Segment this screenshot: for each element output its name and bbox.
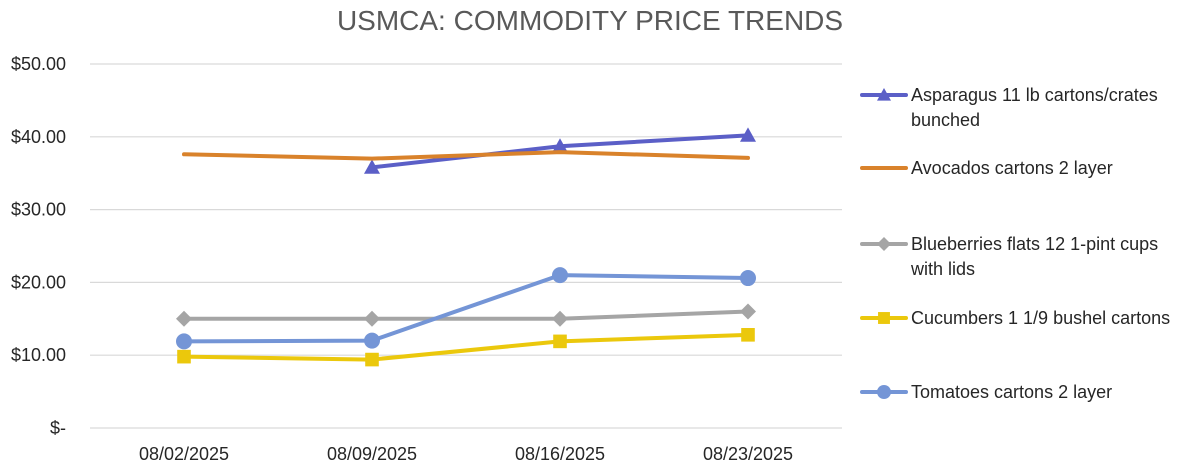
data-point-marker: [364, 310, 380, 327]
series-group: [182, 150, 750, 161]
data-point-marker: [740, 270, 756, 287]
data-point-marker: [176, 333, 192, 350]
y-tick-label: $30.00: [11, 200, 66, 220]
series-group: [177, 328, 755, 367]
series-lines: [176, 127, 756, 367]
data-point-marker: [552, 310, 568, 327]
series-line: [182, 332, 750, 362]
legend-label: bunched: [911, 110, 980, 130]
x-tick-label: 08/23/2025: [703, 444, 793, 463]
data-point-marker: [877, 385, 891, 399]
series-group: [364, 127, 756, 174]
y-tick-label: $-: [50, 418, 66, 438]
chart-title: USMCA: COMMODITY PRICE TRENDS: [337, 5, 843, 36]
data-point-marker: [176, 310, 192, 327]
data-point-marker: [177, 349, 191, 364]
legend-item: Asparagus 11 lb cartons/crates bunched: [860, 85, 1158, 130]
legend-label: Blueberries flats 12 1-pint cups: [911, 234, 1158, 254]
series-line: [182, 150, 750, 161]
legend-item: Cucumbers 1 1/9 bushel cartons: [860, 308, 1170, 328]
data-point-marker: [741, 328, 755, 342]
legend-item: Avocados cartons 2 layer: [860, 158, 1113, 178]
x-tick-label: 08/02/2025: [139, 444, 229, 463]
data-point-marker: [364, 159, 380, 174]
gridlines: [90, 63, 842, 429]
series-line: [182, 309, 750, 321]
y-tick-label: $50.00: [11, 54, 66, 74]
data-point-marker: [740, 127, 756, 142]
data-point-marker: [877, 88, 891, 101]
legend-label: Avocados cartons 2 layer: [911, 158, 1113, 178]
legend-label: with lids: [910, 259, 975, 279]
y-tick-label: $40.00: [11, 127, 66, 147]
data-point-marker: [877, 237, 891, 251]
data-point-marker: [552, 267, 568, 284]
legend-label: Tomatoes cartons 2 layer: [911, 382, 1112, 402]
data-point-marker: [740, 303, 756, 320]
data-point-marker: [364, 332, 380, 349]
series-line: [182, 273, 750, 344]
data-point-marker: [553, 334, 567, 349]
y-tick-label: $20.00: [11, 272, 66, 292]
x-tick-label: 08/16/2025: [515, 444, 605, 463]
series-group: [176, 267, 756, 350]
legend-item: Blueberries flats 12 1-pint cups with lid…: [860, 234, 1158, 279]
data-point-marker: [365, 352, 379, 367]
x-tick-label: 08/09/2025: [327, 444, 417, 463]
legend-label: Asparagus 11 lb cartons/crates: [911, 85, 1158, 105]
y-axis: $- $10.00 $20.00 $30.00 $40.00 $50.00: [11, 54, 66, 438]
y-tick-label: $10.00: [11, 345, 66, 365]
legend-item: Tomatoes cartons 2 layer: [860, 382, 1112, 402]
x-axis: 08/02/2025 08/09/2025 08/16/2025 08/23/2025: [139, 444, 793, 463]
legend-label: Cucumbers 1 1/9 bushel cartons: [911, 308, 1170, 328]
series-group: [176, 303, 756, 327]
data-point-marker: [552, 138, 568, 153]
legend: Asparagus 11 lb cartons/crates bunched Avo…: [860, 85, 1170, 402]
data-point-marker: [878, 312, 890, 324]
